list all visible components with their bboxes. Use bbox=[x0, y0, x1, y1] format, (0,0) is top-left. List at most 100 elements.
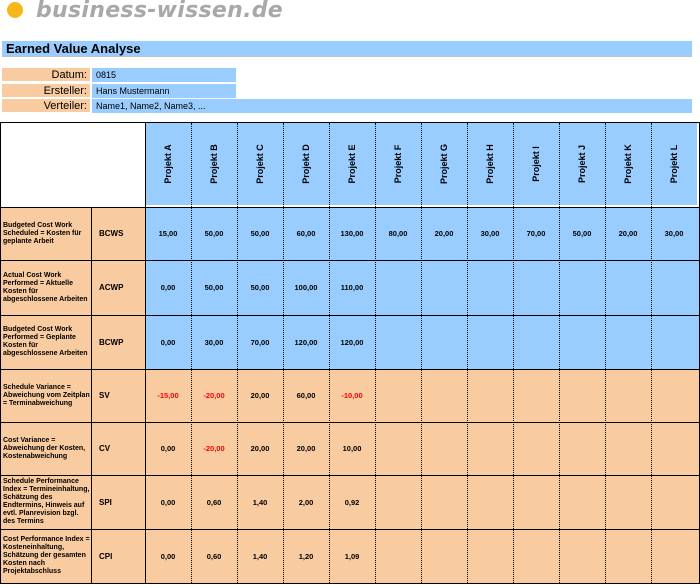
meta-value[interactable]: Name1, Name2, Name3, ... bbox=[92, 99, 692, 113]
value-cell[interactable]: -15,00 bbox=[157, 391, 179, 400]
value-cell[interactable]: 20,00 bbox=[434, 229, 454, 238]
value-cell[interactable]: 0,00 bbox=[160, 551, 176, 561]
row-header-bg bbox=[1, 422, 145, 475]
value-cell[interactable]: 0,60 bbox=[206, 497, 222, 507]
value-cell[interactable]: 2,00 bbox=[298, 497, 314, 507]
value-cell[interactable]: 10,00 bbox=[342, 444, 362, 453]
value-cell[interactable]: 60,00 bbox=[296, 229, 316, 238]
value-cell[interactable] bbox=[605, 529, 651, 583]
value-cell[interactable]: 0,00 bbox=[160, 283, 176, 292]
row-divider bbox=[1, 369, 699, 370]
value-cell[interactable]: -20,00 bbox=[203, 444, 225, 453]
value-cell[interactable]: 70,00 bbox=[526, 229, 546, 238]
value-cell[interactable]: 0,00 bbox=[160, 497, 176, 507]
value-cell[interactable] bbox=[559, 475, 605, 529]
value-cell[interactable]: 110,00 bbox=[340, 283, 364, 292]
value-cell[interactable] bbox=[513, 422, 559, 475]
value-cell[interactable]: 20,00 bbox=[296, 444, 316, 453]
value-cell[interactable] bbox=[651, 260, 697, 315]
value-cell[interactable] bbox=[375, 529, 421, 583]
value-cell[interactable] bbox=[467, 260, 513, 315]
value-cell[interactable] bbox=[605, 260, 651, 315]
value-cell[interactable] bbox=[421, 260, 467, 315]
value-cell[interactable] bbox=[421, 315, 467, 369]
value-cell[interactable]: 0,00 bbox=[160, 337, 176, 347]
value-cell[interactable]: 70,00 bbox=[250, 337, 270, 347]
value-cell[interactable] bbox=[513, 529, 559, 583]
value-cell[interactable] bbox=[467, 475, 513, 529]
column-divider bbox=[91, 207, 92, 583]
value-cell[interactable]: 50,00 bbox=[250, 283, 270, 292]
value-cell[interactable] bbox=[513, 475, 559, 529]
value-cell[interactable] bbox=[513, 315, 559, 369]
value-cell[interactable]: 0,00 bbox=[160, 444, 176, 453]
value-cell[interactable] bbox=[421, 529, 467, 583]
value-cell[interactable] bbox=[467, 422, 513, 475]
value-cell[interactable]: -20,00 bbox=[203, 391, 225, 400]
value-cell[interactable] bbox=[421, 422, 467, 475]
value-cell[interactable]: 0,60 bbox=[206, 551, 222, 561]
value-cell[interactable]: 100,00 bbox=[294, 283, 318, 292]
value-cell[interactable]: 20,00 bbox=[250, 444, 270, 453]
value-cell[interactable] bbox=[651, 422, 697, 475]
value-cell[interactable]: 15,00 bbox=[158, 229, 178, 238]
meta-label: Verteiler: bbox=[2, 99, 90, 113]
value-cell[interactable]: 30,00 bbox=[664, 229, 684, 238]
value-cell[interactable]: 130,00 bbox=[340, 229, 364, 238]
value-cell[interactable]: 50,00 bbox=[204, 283, 224, 292]
logo-dot-icon bbox=[7, 2, 23, 18]
value-cell[interactable] bbox=[513, 369, 559, 422]
value-cell[interactable] bbox=[605, 315, 651, 369]
value-cell[interactable]: 1,40 bbox=[252, 497, 268, 507]
value-cell[interactable]: 50,00 bbox=[572, 229, 592, 238]
value-cell[interactable]: 1,20 bbox=[298, 551, 314, 561]
column-divider bbox=[651, 123, 652, 583]
value-cell[interactable] bbox=[651, 529, 697, 583]
value-cell[interactable] bbox=[559, 422, 605, 475]
value-cell[interactable] bbox=[651, 369, 697, 422]
value-cell[interactable]: 80,00 bbox=[388, 229, 408, 238]
project-header: Projekt F bbox=[375, 123, 421, 205]
value-cell[interactable]: 120,00 bbox=[340, 337, 364, 347]
value-cell[interactable]: 60,00 bbox=[296, 391, 316, 400]
value-cell[interactable] bbox=[375, 369, 421, 422]
value-cell[interactable]: -10,00 bbox=[341, 391, 363, 400]
row-header-bg bbox=[1, 475, 145, 529]
value-cell[interactable] bbox=[467, 529, 513, 583]
value-cell[interactable] bbox=[421, 369, 467, 422]
meta-value[interactable]: 0815 bbox=[92, 68, 236, 82]
value-cell[interactable]: 120,00 bbox=[294, 337, 318, 347]
project-header: Projekt G bbox=[421, 123, 467, 205]
value-cell[interactable] bbox=[605, 475, 651, 529]
value-cell[interactable] bbox=[467, 315, 513, 369]
value-cell[interactable]: 50,00 bbox=[250, 229, 270, 238]
value-cell[interactable] bbox=[375, 422, 421, 475]
value-cell[interactable] bbox=[559, 529, 605, 583]
value-cell[interactable] bbox=[651, 475, 697, 529]
value-cell[interactable]: 1,40 bbox=[252, 551, 268, 561]
value-cell[interactable] bbox=[559, 369, 605, 422]
column-divider bbox=[421, 123, 422, 583]
value-cell[interactable] bbox=[651, 315, 697, 369]
row-header-bg bbox=[1, 260, 145, 315]
project-header: Projekt B bbox=[191, 123, 237, 205]
value-cell[interactable]: 30,00 bbox=[204, 337, 224, 347]
value-cell[interactable]: 20,00 bbox=[250, 391, 270, 400]
value-cell[interactable] bbox=[513, 260, 559, 315]
value-cell[interactable]: 0,92 bbox=[344, 497, 360, 507]
value-cell[interactable] bbox=[375, 315, 421, 369]
value-cell[interactable]: 50,00 bbox=[204, 229, 224, 238]
column-divider bbox=[191, 123, 192, 583]
value-cell[interactable]: 30,00 bbox=[480, 229, 500, 238]
value-cell[interactable]: 1,09 bbox=[344, 551, 360, 561]
meta-value[interactable]: Hans Mustermann bbox=[92, 84, 236, 98]
value-cell[interactable] bbox=[467, 369, 513, 422]
value-cell[interactable] bbox=[375, 260, 421, 315]
value-cell[interactable] bbox=[421, 475, 467, 529]
value-cell[interactable] bbox=[605, 422, 651, 475]
value-cell[interactable]: 20,00 bbox=[618, 229, 638, 238]
value-cell[interactable] bbox=[375, 475, 421, 529]
value-cell[interactable] bbox=[559, 315, 605, 369]
value-cell[interactable] bbox=[559, 260, 605, 315]
value-cell[interactable] bbox=[605, 369, 651, 422]
